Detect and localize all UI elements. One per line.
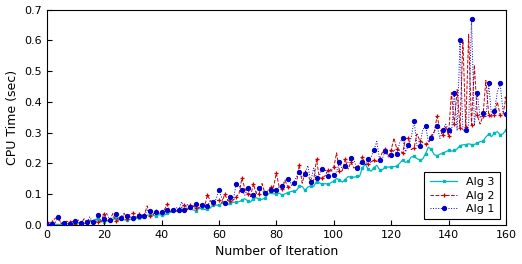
Alg 2 bbox=[216, 199, 222, 202]
Alg 2 bbox=[428, 135, 434, 138]
Alg 2 bbox=[173, 209, 179, 213]
Alg 3 bbox=[448, 149, 455, 153]
Alg 1 bbox=[483, 116, 489, 119]
Line: Alg 1: Alg 1 bbox=[45, 17, 508, 227]
Alg 1 bbox=[170, 209, 176, 212]
Alg 2 bbox=[44, 221, 50, 224]
Alg 1 bbox=[425, 141, 432, 144]
Alg 1 bbox=[196, 203, 202, 206]
Y-axis label: CPU Time (sec): CPU Time (sec) bbox=[6, 70, 19, 165]
Alg 2 bbox=[451, 122, 457, 125]
Alg 2 bbox=[46, 223, 53, 226]
Alg 3 bbox=[170, 210, 176, 213]
Alg 3 bbox=[503, 129, 509, 132]
Alg 3 bbox=[213, 204, 219, 207]
Alg 2 bbox=[503, 96, 509, 99]
Alg 3 bbox=[480, 140, 486, 143]
Line: Alg 3: Alg 3 bbox=[45, 129, 507, 226]
Line: Alg 2: Alg 2 bbox=[45, 32, 508, 227]
Alg 3 bbox=[196, 207, 202, 210]
Alg 1 bbox=[448, 133, 455, 136]
Alg 3 bbox=[44, 223, 50, 227]
Legend: Alg 3, Alg 2, Alg 1: Alg 3, Alg 2, Alg 1 bbox=[424, 172, 501, 219]
Alg 1 bbox=[468, 17, 474, 20]
Alg 1 bbox=[503, 112, 509, 116]
Alg 3 bbox=[425, 145, 432, 149]
Alg 1 bbox=[213, 198, 219, 201]
Alg 1 bbox=[44, 223, 50, 227]
Alg 2 bbox=[485, 113, 492, 116]
Alg 2 bbox=[466, 32, 472, 36]
X-axis label: Number of Iteration: Number of Iteration bbox=[215, 246, 338, 258]
Alg 2 bbox=[198, 205, 205, 208]
